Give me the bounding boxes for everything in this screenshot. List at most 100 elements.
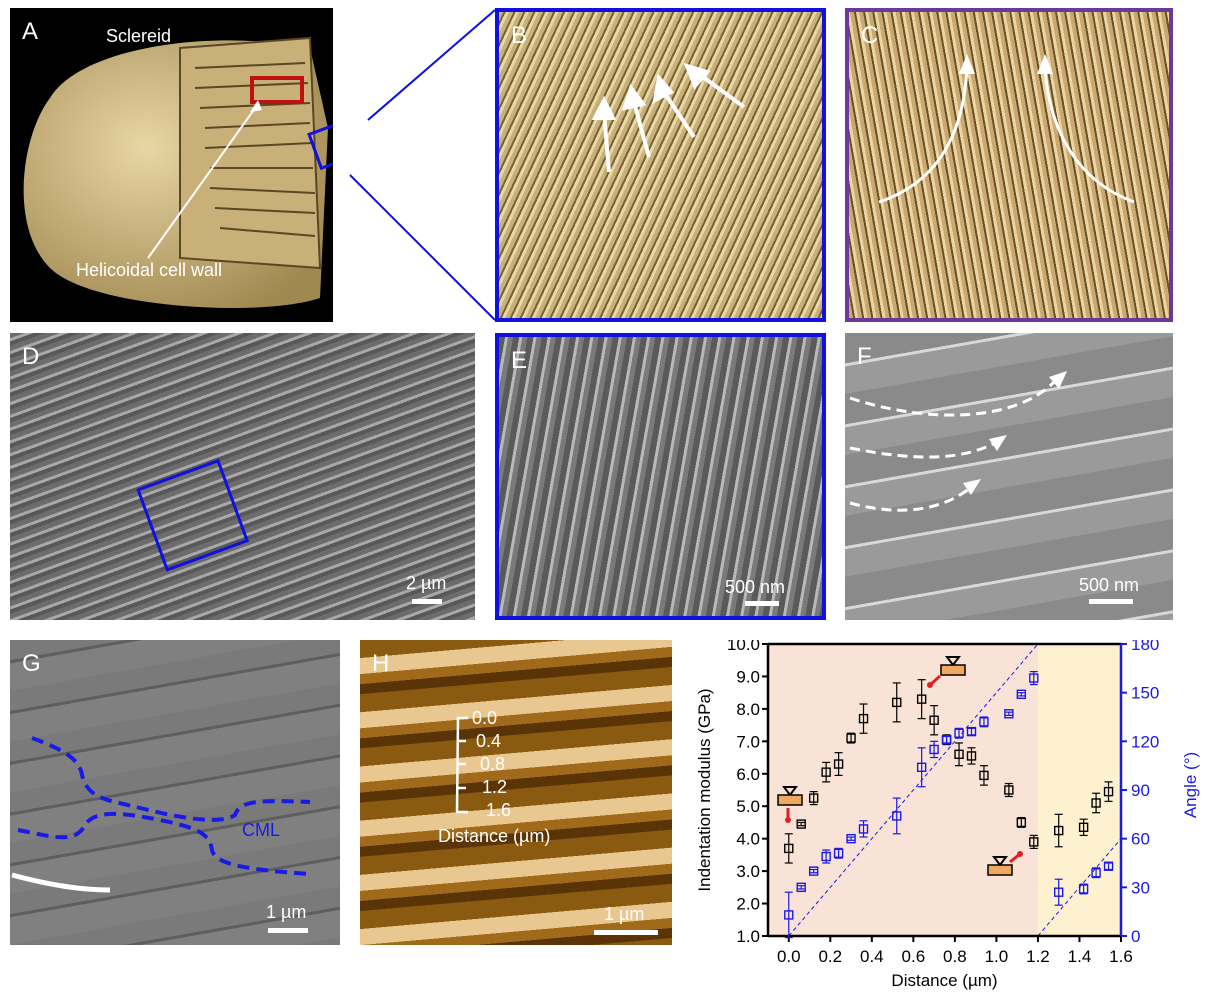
- y2-tick-label: 150: [1131, 684, 1159, 703]
- fibril-horizontal-icon: [777, 794, 803, 806]
- x-tick-label: 1.0: [985, 947, 1009, 966]
- cml-label: CML: [242, 820, 281, 840]
- modulus-point: [784, 843, 794, 854]
- angle-point: [833, 848, 844, 858]
- panel-label: B: [511, 22, 528, 49]
- angle-point: [979, 717, 989, 727]
- y2-tick-label: 30: [1131, 878, 1150, 897]
- modulus-point: [1029, 837, 1039, 847]
- shaded-region: [768, 644, 1038, 936]
- x-tick-label: 0.8: [943, 947, 967, 966]
- y-tick-label: 4.0: [736, 830, 760, 849]
- scale-bar-label: 2 µm: [406, 573, 447, 593]
- modulus-point: [1004, 785, 1014, 795]
- modulus-point: [954, 749, 964, 760]
- panel-label: E: [511, 347, 528, 374]
- angle-point: [929, 744, 939, 755]
- angle-point: [821, 851, 831, 862]
- angle-point: [892, 811, 902, 821]
- angle-point: [954, 728, 964, 738]
- y-tick-label: 5.0: [736, 797, 760, 816]
- panel-b-fibril-model: B: [495, 8, 826, 322]
- angle-point: [1054, 887, 1064, 897]
- angle-point: [1016, 689, 1027, 699]
- x-tick-label: 1.2: [1026, 947, 1050, 966]
- scale-bar-label: 500 nm: [725, 577, 786, 597]
- direction-arrows: [878, 54, 1135, 204]
- y-tick-label: 3.0: [736, 862, 760, 881]
- panel-a-sclereid-model: A Sclereid Helicoidal cell wall: [10, 8, 333, 322]
- angle-point: [966, 726, 977, 737]
- scale-tick: 0.4: [476, 731, 502, 751]
- modulus-point: [796, 819, 806, 829]
- modulus-point: [808, 793, 819, 803]
- scale-tick: 1.6: [486, 800, 512, 820]
- modulus-point: [858, 713, 869, 724]
- panel-label: C: [861, 22, 879, 49]
- panel-h-afm-image: H 0.0 0.4 0.8 1.2 1.6 Distance (µm) 1 µm: [360, 640, 672, 945]
- modulus-point: [1016, 817, 1027, 828]
- panel-label: A: [22, 18, 39, 45]
- angle-point: [1078, 884, 1089, 894]
- distance-scale-ruler: [455, 716, 468, 814]
- fibril-horizontal-icon: [987, 864, 1013, 876]
- indenter-icon: [992, 856, 1008, 867]
- modulus-point: [892, 697, 902, 708]
- angle-point: [1004, 709, 1014, 719]
- modulus-point: [846, 733, 856, 743]
- red-arrow-head: [785, 817, 791, 823]
- panel-label: G: [22, 650, 41, 677]
- panel-d-sem-image: D 2 µm: [10, 333, 475, 620]
- x-tick-label: 0.6: [902, 947, 926, 966]
- y-tick-label: 10.0: [727, 640, 760, 654]
- direction-arrows: [591, 62, 746, 173]
- y2-tick-label: 60: [1131, 830, 1150, 849]
- modulus-point: [1103, 786, 1114, 797]
- y-tick-label: 9.0: [736, 667, 760, 686]
- x-tick-label: 1.6: [1109, 947, 1133, 966]
- x-tick-label: 1.4: [1068, 947, 1092, 966]
- panel-g-tem-image: G CML 1 µm: [10, 640, 340, 945]
- y2-axis-label: Angle (°): [1181, 752, 1200, 818]
- scale-bar-label: 1 µm: [266, 902, 307, 922]
- scale-tick: 0.0: [472, 708, 498, 728]
- y-tick-label: 7.0: [736, 732, 760, 751]
- red-arrow-head: [927, 682, 933, 688]
- y-tick-label: 2.0: [736, 895, 760, 914]
- modulus-point: [1078, 822, 1089, 833]
- panel-i-chart: I 0.00.20.40.60.81.01.21.41.61.02.03.04.…: [690, 640, 1210, 1000]
- angle-point: [846, 833, 856, 844]
- modulus-point: [1091, 798, 1101, 808]
- scale-bar: [1089, 599, 1133, 604]
- indenter-icon: [945, 656, 961, 667]
- panel-label: D: [22, 343, 40, 370]
- y-tick-label: 1.0: [736, 927, 760, 946]
- scale-bar-label: 500 nm: [1079, 575, 1140, 595]
- angle-point: [808, 866, 819, 876]
- scale-tick: 0.8: [480, 754, 506, 774]
- scale-bar: [594, 930, 658, 935]
- modulus-point: [833, 759, 844, 769]
- cml-boundary-lines: [11, 736, 311, 893]
- y-axis-label: Indentation modulus (GPa): [695, 688, 714, 891]
- angle-point: [784, 910, 794, 920]
- angle-point: [941, 735, 952, 745]
- panel-f-tem-image: F 500 nm: [845, 333, 1173, 620]
- y-tick-label: 6.0: [736, 765, 760, 784]
- indenter-icon: [782, 786, 798, 797]
- y2-tick-label: 90: [1131, 781, 1150, 800]
- modulus-point: [916, 694, 927, 704]
- scale-bar-label: 1 µm: [604, 904, 645, 924]
- y2-tick-label: 120: [1131, 732, 1159, 751]
- guide-line: [788, 643, 1039, 937]
- zoom-callout-lines: [349, 9, 496, 321]
- fibril-vertical-icon: [940, 664, 966, 676]
- scale-tick: 1.2: [482, 777, 508, 797]
- helicoidal-cell-wall-label: Helicoidal cell wall: [76, 260, 223, 280]
- angle-point: [1103, 861, 1114, 871]
- panel-c-fibril-model: C: [845, 8, 1173, 322]
- modulus-point: [1054, 825, 1064, 836]
- scale-bar: [268, 928, 308, 933]
- angle-point: [796, 882, 806, 893]
- y2-tick-label: 180: [1131, 640, 1159, 654]
